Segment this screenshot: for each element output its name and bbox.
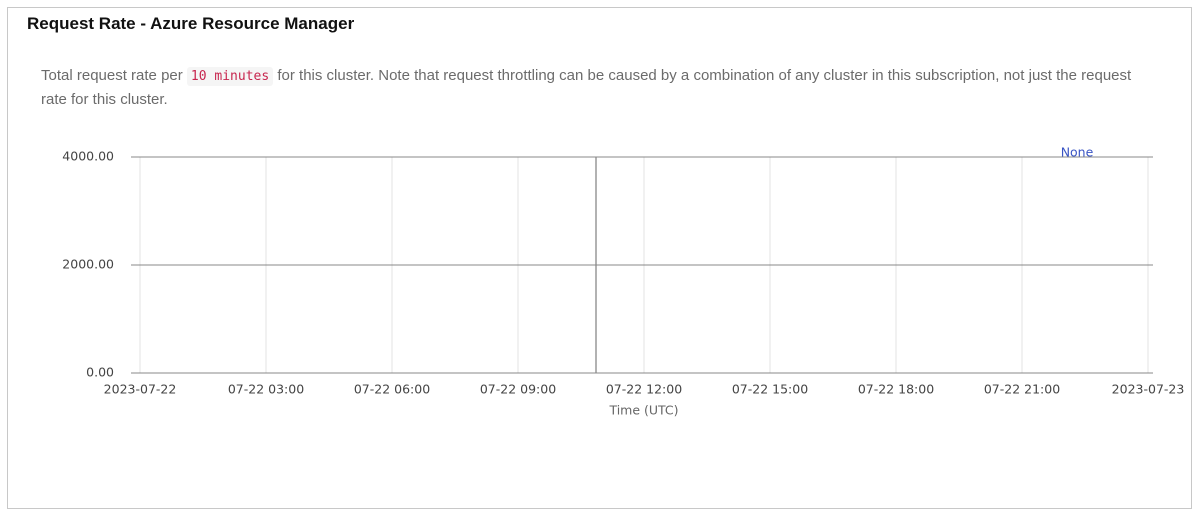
x-tick-label: 07-22 15:00 — [732, 382, 808, 397]
x-tick-label: 07-22 06:00 — [354, 382, 430, 397]
description-code: 10 minutes — [186, 67, 274, 86]
panel — [7, 7, 1192, 509]
x-tick-label: 07-22 09:00 — [480, 382, 556, 397]
x-tick-label: 2023-07-22 — [104, 382, 177, 397]
panel-title: Request Rate - Azure Resource Manager — [27, 14, 355, 33]
x-tick-label: 2023-07-23 — [1112, 382, 1185, 397]
hover-label: None — [1061, 145, 1094, 160]
x-axis-label: Time (UTC) — [608, 403, 678, 418]
x-tick-label: 07-22 18:00 — [858, 382, 934, 397]
x-tick-label: 07-22 03:00 — [228, 382, 304, 397]
description-text: for this cluster. Note that request thro… — [41, 67, 1132, 108]
description: Total request rate per 10 minutes for th… — [41, 64, 1161, 111]
x-tick-label: 07-22 12:00 — [606, 382, 682, 397]
x-tick-label: 07-22 21:00 — [984, 382, 1060, 397]
y-tick-label: 0.00 — [86, 365, 114, 380]
y-tick-label: 4000.00 — [62, 149, 114, 164]
y-tick-label: 2000.00 — [62, 257, 114, 272]
description-text: Total request rate per — [41, 67, 183, 84]
